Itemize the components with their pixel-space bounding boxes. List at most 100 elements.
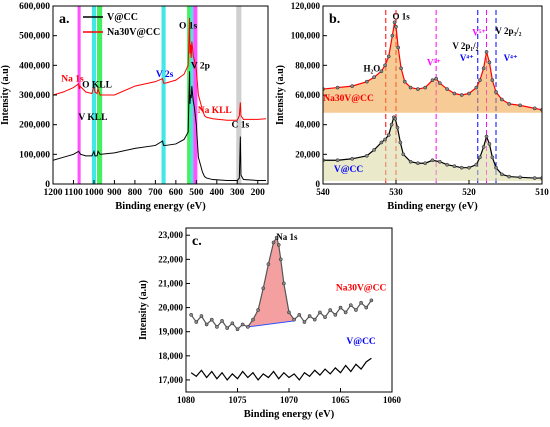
data-point (507, 174, 511, 179)
y-tick-label: 100,000 (291, 31, 321, 41)
series-label: Na30V@CC (323, 94, 374, 104)
panel-2: 540 530 520 510 0 20,000 40,000 60,000 80,000 100… (275, 1, 549, 212)
data-point (392, 20, 397, 25)
data-point (256, 308, 260, 312)
data-point (445, 162, 449, 167)
data-point (532, 176, 537, 180)
y-tick-label: 17,000 (158, 375, 183, 385)
series-line (53, 17, 266, 121)
data-point (390, 33, 395, 38)
x-axis-label: Binding energy (eV) (387, 201, 478, 212)
baseline (247, 320, 295, 328)
x-tick-label: 540 (316, 187, 330, 197)
series-line (53, 71, 266, 181)
data-point (434, 76, 438, 81)
data-point (282, 281, 286, 286)
data-point (318, 310, 322, 315)
data-point (423, 161, 428, 166)
data-point (518, 175, 522, 180)
x-tick-label: 1075 (229, 395, 248, 405)
data-point (271, 240, 276, 245)
y-tick-label: 200,000 (19, 121, 50, 131)
data-point (474, 85, 479, 90)
annotation: V 2s (156, 70, 174, 80)
highlight-band (193, 6, 198, 184)
x-tick-label: 200 (251, 188, 266, 198)
annotation: V 2p₃/₂ (495, 26, 521, 36)
data-point (408, 159, 413, 164)
data-point (307, 314, 312, 318)
y-tick-label: 400,000 (19, 61, 50, 71)
data-point (389, 122, 394, 127)
data-point (240, 322, 245, 327)
x-tick-label: 1060 (383, 395, 402, 405)
data-point (430, 78, 435, 83)
data-point (225, 326, 230, 330)
panel-label: c. (192, 234, 202, 249)
data-point (393, 116, 398, 121)
data-point (474, 162, 479, 167)
data-point (490, 155, 495, 160)
data-point (467, 91, 471, 96)
data-point (230, 321, 235, 326)
data-point (467, 165, 471, 170)
annotation: O KLL (82, 81, 112, 91)
y-tick-label: 600,000 (19, 2, 50, 12)
data-point (500, 172, 504, 177)
y-tick-label: 18,000 (158, 351, 183, 361)
plot-area (189, 235, 374, 381)
data-point (500, 97, 504, 102)
data-point (416, 87, 420, 91)
x-tick-label: 1065 (332, 395, 351, 405)
data-point (484, 50, 489, 54)
data-point (481, 66, 486, 71)
data-point (364, 79, 369, 84)
annotation: H₂O (364, 63, 381, 73)
x-tick-label: 530 (389, 187, 403, 197)
highlight-band (91, 6, 96, 184)
data-point (354, 308, 358, 312)
data-point (235, 327, 240, 332)
annotation: V 2p (191, 61, 210, 71)
data-point (359, 300, 363, 305)
data-point (437, 159, 442, 164)
y-tick-label: 20,000 (158, 303, 183, 313)
y-tick-label: 0 (316, 179, 321, 189)
x-tick-label: 800 (128, 188, 143, 198)
data-point (199, 314, 204, 318)
panel-1: 1200 1100 1000 900 800 700 600 500 400 300 200 0 100… (0, 2, 269, 212)
panel-3: 1080 1075 1070 1065 1060 17,000 18,000 19,000 20… (138, 227, 402, 420)
data-point (338, 305, 343, 310)
data-point (350, 156, 355, 161)
plot-area (53, 17, 266, 181)
data-point (215, 325, 219, 329)
data-point (372, 75, 376, 80)
annotation: O 1s (392, 11, 410, 21)
annotation: Na 1s (61, 75, 84, 85)
data-point (478, 78, 482, 83)
y-tick-label: 60,000 (295, 90, 320, 100)
data-point (379, 69, 384, 74)
data-point (399, 66, 403, 71)
data-point (490, 78, 495, 83)
data-point (494, 90, 498, 94)
plot-area (323, 20, 542, 182)
data-point (518, 103, 522, 108)
series-label: V@CC (346, 337, 376, 347)
data-point (261, 286, 266, 291)
data-point (401, 152, 406, 157)
data-point (276, 243, 281, 247)
data-point (437, 81, 442, 85)
data-point (343, 310, 348, 315)
y-tick-label: 500,000 (19, 32, 50, 42)
x-tick-label: 1070 (280, 395, 299, 405)
data-point (335, 85, 340, 90)
y-tick-label: 21,000 (158, 278, 183, 288)
data-point (266, 262, 271, 267)
data-point (398, 140, 403, 145)
data-point (494, 165, 498, 170)
y-tick-label: 120,000 (291, 1, 321, 11)
data-point (459, 165, 464, 170)
data-point (328, 308, 333, 312)
y-tick-label: 19,000 (158, 327, 183, 337)
